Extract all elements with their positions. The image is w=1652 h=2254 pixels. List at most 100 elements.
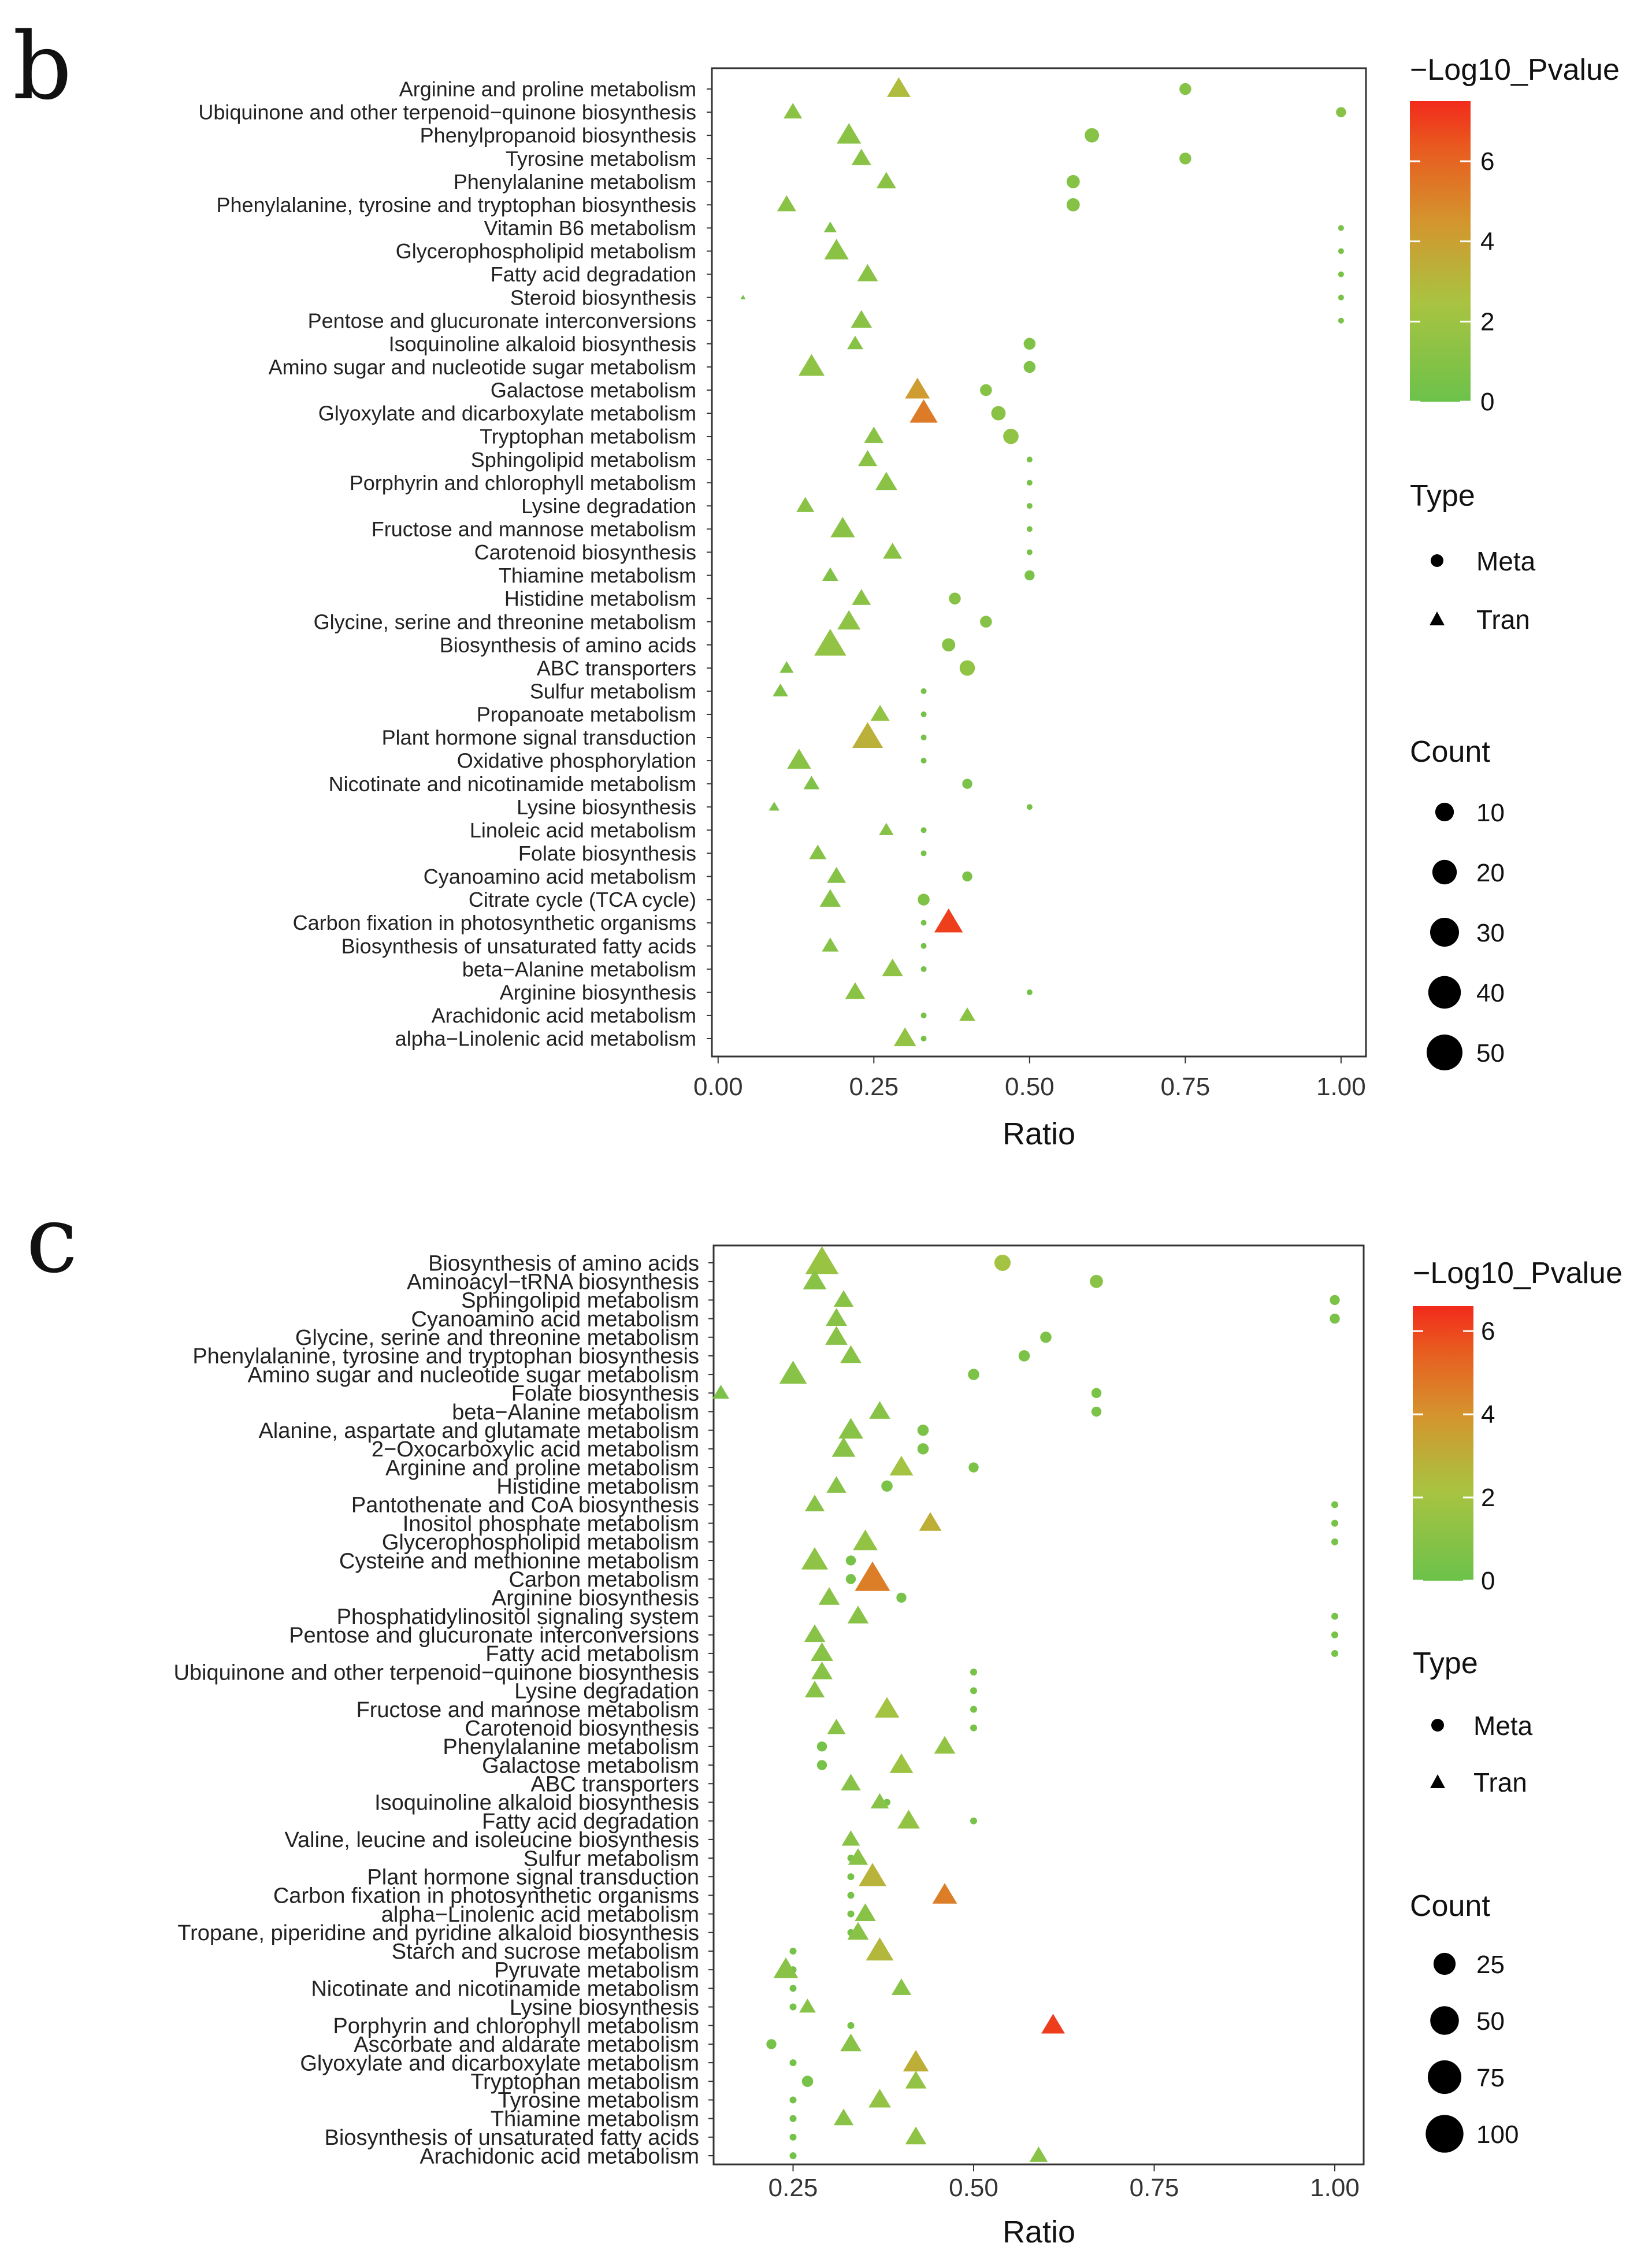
panel-b-color-tick-label: 6 — [1480, 147, 1494, 176]
panel-b-color-tick-label: 4 — [1480, 228, 1494, 256]
panel-c-meta-point — [801, 2075, 814, 2088]
panel-b-legend-tran-triangle — [1430, 611, 1445, 625]
panel-c-tran-point — [805, 1246, 839, 1274]
panel-c-category-label: Biosynthesis of unsaturated fatty acids — [325, 2126, 699, 2150]
panel-c-meta-point — [789, 2096, 797, 2104]
panel-c-color-tick-label: 0 — [1481, 1567, 1495, 1595]
panel-c-category-label: Arginine and proline metabolism — [385, 1456, 699, 1480]
panel-c-meta-point — [847, 1892, 855, 1899]
panel-b-category-label: Phenylpropanoid biosynthesis — [420, 124, 696, 147]
panel-c-category-label: Tyrosine metabolism — [498, 2089, 699, 2113]
panel-c-tran-point — [855, 1561, 890, 1591]
panel-b-category-label: Ubiquinone and other terpenoid−quinone b… — [198, 101, 696, 124]
panel-b-tran-point — [857, 264, 878, 281]
panel-c-count-legend-title: Count — [1410, 1889, 1490, 1923]
panel-b-meta-point — [920, 758, 927, 764]
panel-c-category-label: Pyruvate metabolism — [494, 1958, 699, 1982]
panel-c-category-label: Lysine biosynthesis — [510, 1996, 699, 2020]
panel-b-tran-point — [934, 908, 963, 933]
panel-c-tran-point — [934, 1736, 956, 1754]
panel-c-color-ticks: 0 2 4 6 — [1413, 1317, 1495, 1595]
panel-b-tran-point — [847, 335, 863, 350]
panel-c-category-label: Glycerophospholipid metabolism — [382, 1530, 699, 1555]
panel-b-letter: b — [13, 12, 72, 120]
panel-c-meta-point — [1091, 1406, 1102, 1417]
panel-c-meta-point — [847, 1873, 855, 1881]
panel-c-category-label: alpha−Linolenic acid metabolism — [381, 1903, 699, 1927]
panel-b-meta-point — [1003, 428, 1019, 444]
panel-c-meta-point — [881, 1480, 893, 1492]
panel-b-meta-point — [920, 711, 927, 717]
panel-c-count-legend-label: 100 — [1476, 2120, 1519, 2149]
panel-c-tran-point — [868, 2089, 891, 2108]
panel-b-meta-point — [1026, 549, 1033, 555]
panel-c-meta-point — [1040, 1331, 1052, 1343]
panel-c-meta-point — [789, 2115, 797, 2122]
panel-b-points — [740, 77, 1346, 1047]
panel-b-color-bar — [1410, 101, 1471, 402]
panel-b-meta-point — [1338, 317, 1344, 324]
panel-c-tran-point — [804, 1681, 825, 1697]
panel-b-tran-point — [819, 889, 841, 907]
panel-b-tran-point — [864, 427, 884, 443]
panel-b-category-label: Phenylalanine metabolism — [454, 170, 696, 194]
panel-b-category-label: Phenylalanine, tyrosine and tryptophan b… — [216, 193, 696, 217]
panel-c-meta-point — [1091, 1388, 1102, 1398]
panel-b-legend-meta-label: Meta — [1476, 546, 1536, 576]
panel-c-tran-point — [811, 1642, 833, 1662]
panel-c-meta-point — [789, 2003, 797, 2011]
panel-b-category-label: Glycerophospholipid metabolism — [396, 239, 696, 263]
panel-c-meta-point — [789, 1947, 797, 1955]
panel-b-meta-point — [920, 966, 927, 972]
panel-c-x-tick-label: 0.50 — [949, 2174, 998, 2202]
panel-c-category-label: Sulfur metabolism — [524, 1847, 699, 1871]
panel-b-category-label: Sphingolipid metabolism — [471, 448, 696, 472]
panel-b-meta-point — [980, 384, 992, 396]
panel-b-tran-point — [823, 221, 837, 232]
panel-b-meta-point — [1338, 271, 1344, 277]
panel-b-tran-point — [830, 517, 855, 537]
panel-b-count-legend-dot — [1430, 917, 1460, 947]
panel-b-tran-point — [822, 567, 838, 581]
panel-b-meta-point — [1026, 989, 1033, 995]
panel-c-tran-point — [804, 1495, 825, 1512]
panel-b-tran-point — [852, 589, 871, 605]
panel-c-tran-point — [801, 1547, 829, 1570]
panel-c-tran-point — [874, 1697, 900, 1718]
panel-b-meta-point — [920, 1012, 927, 1018]
panel-c-tran-point — [773, 1957, 799, 1978]
panel-b-legend-meta-dot — [1431, 554, 1443, 567]
panel-c-category-label: Glyoxylate and dicarboxylate metabolism — [300, 2051, 699, 2075]
panel-c-category-label: Phenylalanine, tyrosine and tryptophan b… — [192, 1344, 699, 1369]
panel-c-category-label: Isoquinoline alkaloid biosynthesis — [374, 1791, 699, 1815]
panel-c-x-tick-label: 0.75 — [1130, 2174, 1179, 2202]
panel-c-meta-point — [1330, 1295, 1340, 1306]
panel-c-tran-point — [826, 1476, 847, 1493]
panel-c-count-legend-label: 25 — [1476, 1951, 1505, 1979]
panel-c-legend-meta-dot — [1431, 1719, 1444, 1732]
panel-c-meta-point — [1018, 1350, 1030, 1362]
panel-c-letter: c — [26, 1185, 78, 1293]
panel-b-count-legend-title: Count — [1410, 735, 1490, 769]
panel-c-category-label: Carbon metabolism — [509, 1567, 699, 1592]
panel-b-category-label: Glyoxylate and dicarboxylate metabolism — [318, 402, 696, 425]
panel-c-category-label: Tryptophan metabolism — [470, 2070, 699, 2094]
panel-c-tran-point — [855, 1903, 876, 1921]
panel-c-category-label: Nicotinate and nicotinamide metabolism — [311, 1977, 699, 2001]
panel-b-category-label: ABC transporters — [537, 656, 696, 680]
panel-b-category-label: Carbon fixation in photosynthetic organi… — [293, 911, 696, 935]
panel-b-count-legend-label: 20 — [1476, 859, 1505, 887]
panel-b-category-label: Biosynthesis of amino acids — [440, 633, 696, 657]
panel-c-meta-point — [789, 2152, 797, 2159]
panel-b-count-legend-dot — [1432, 859, 1457, 885]
panel-b-meta-point — [942, 638, 956, 652]
panel-c-tran-point — [848, 1848, 868, 1865]
panel-c-meta-point — [816, 1741, 827, 1752]
panel-b-tran-point — [959, 1007, 975, 1021]
panel-c-tran-point — [818, 1587, 840, 1605]
panel-c-tran-point — [859, 1863, 886, 1886]
panel-c-meta-point — [1331, 1538, 1338, 1545]
panel-b-meta-point — [1026, 457, 1033, 463]
panel-c-color-bar — [1413, 1306, 1473, 1581]
